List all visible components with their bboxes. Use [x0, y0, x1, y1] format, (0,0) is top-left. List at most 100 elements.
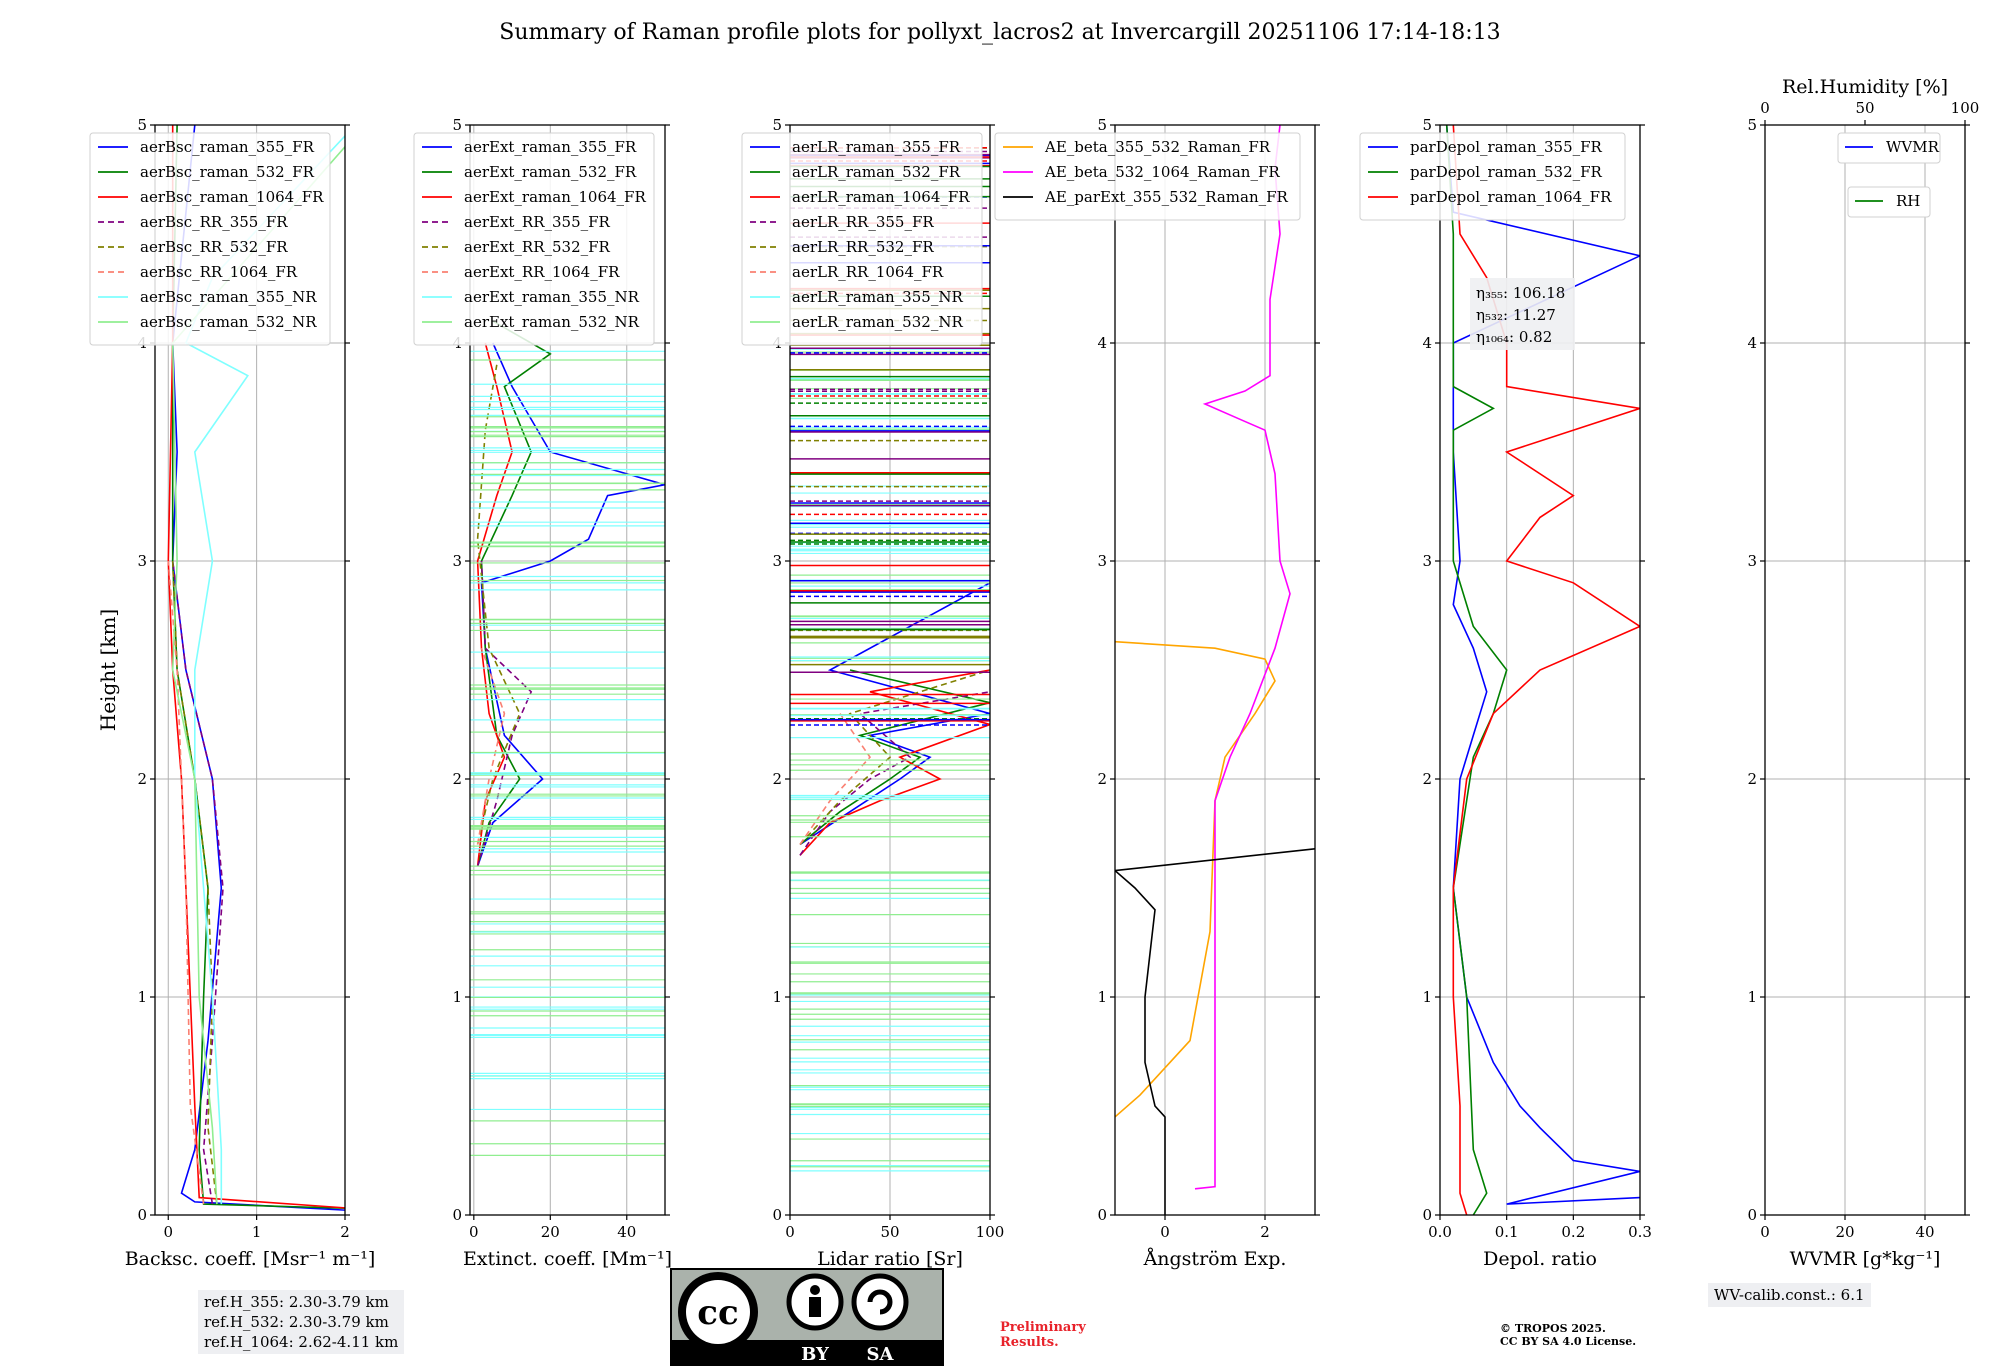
legend: aerLR_raman_355_FR aerLR_raman_532_FR aerL…: [741, 132, 983, 346]
legend-entry: aerBsc_raman_355_FR: [140, 138, 315, 156]
x-tick-label: 20: [1835, 1223, 1854, 1241]
legend-entry: aerBsc_raman_355_NR: [140, 288, 317, 306]
series-parDepol_raman_1064_FR: [1452, 125, 1640, 1215]
series-aerLR_raman_355_FR: [799, 582, 990, 846]
copyright-note: © TROPOS 2025. CC BY SA 4.0 License.: [1500, 1322, 1636, 1348]
y-tick-label: 0: [137, 1206, 147, 1224]
ref-height-355: ref.H_355: 2.30-3.79 km: [204, 1293, 389, 1311]
x-axis-label: Lidar ratio [Sr]: [817, 1248, 963, 1270]
copyright-line-1: © TROPOS 2025.: [1500, 1322, 1606, 1335]
y-tick-label: 2: [1422, 770, 1432, 788]
legend-entry: aerLR_RR_1064_FR: [792, 263, 944, 281]
x2-tick-label: 100: [1951, 99, 1980, 117]
series-aerLR_RR_355_FR: [799, 691, 990, 856]
eta-annotation: η₃₅₅: 106.18 η₅₃₂: 11.27 η₁₀₆₄: 0.82: [1470, 278, 1575, 350]
figure-title: Summary of Raman profile plots for polly…: [499, 20, 1501, 45]
ref-height-1064: ref.H_1064: 2.62-4.11 km: [204, 1333, 399, 1351]
x-tick-label: 2: [340, 1223, 350, 1241]
x-tick-label: 0: [1160, 1223, 1170, 1241]
legend-entry: aerExt_RR_532_FR: [464, 238, 611, 256]
x2-axis-label: Rel.Humidity [%]: [1782, 76, 1948, 98]
x-tick-label: 1: [252, 1223, 262, 1241]
badge-by: BY: [801, 1344, 830, 1365]
x-tick-label: 0: [1760, 1223, 1770, 1241]
y-tick-label: 2: [1747, 770, 1757, 788]
y-tick-label: 5: [772, 116, 782, 134]
legend-entry: aerLR_RR_355_FR: [792, 213, 934, 231]
x-tick-label: 0.1: [1495, 1223, 1519, 1241]
y-tick-label: 2: [452, 770, 462, 788]
series-aerBsc_raman_532_NR: [171, 146, 345, 1205]
legend: AE_beta_355_532_Raman_FR AE_beta_532_1064…: [994, 132, 1301, 221]
preliminary-note: Preliminary Results.: [1000, 1320, 1086, 1350]
x-tick-label: 0.2: [1561, 1223, 1585, 1241]
copyright-line-2: CC BY SA 4.0 License.: [1500, 1335, 1637, 1348]
legend-wvmr: WVMR: [1837, 132, 1941, 164]
y-tick-label: 0: [772, 1206, 782, 1224]
x-axis-label: Backsc. coeff. [Msr⁻¹ m⁻¹]: [125, 1248, 376, 1270]
x-axis-label: WVMR [g*kg⁻¹]: [1790, 1248, 1941, 1270]
legend: aerExt_raman_355_FR aerExt_raman_532_FRae…: [413, 132, 655, 346]
y-tick-label: 1: [452, 988, 462, 1006]
chart-panel-2: 01234502040Extinct. coeff. [Mm⁻¹]aerExt_…: [413, 116, 672, 1270]
legend-entry: AE_parExt_355_532_Raman_FR: [1044, 188, 1289, 206]
y-tick-label: 1: [1747, 988, 1757, 1006]
series-aerLR_raman_1064_FR: [799, 669, 990, 856]
y-tick-label: 4: [1747, 334, 1757, 352]
x-tick-label: 0: [785, 1223, 795, 1241]
series-AE_parExt_355_532_Raman_FR: [1115, 848, 1315, 1215]
y-axis-label: Height [km]: [96, 609, 120, 731]
x-axis-label: Ångström Exp.: [1143, 1248, 1287, 1270]
x-tick-label: 40: [617, 1223, 636, 1241]
y-tick-label: 3: [1422, 552, 1432, 570]
x-tick-label: 0.3: [1628, 1223, 1652, 1241]
y-tick-label: 1: [1097, 988, 1107, 1006]
series-AE_beta_532_1064_Raman_FR: [1194, 125, 1291, 1190]
chart-panel-1: 012345012Backsc. coeff. [Msr⁻¹ m⁻¹]Heigh…: [89, 116, 376, 1270]
y-tick-label: 2: [137, 770, 147, 788]
x-axis-label: Depol. ratio: [1483, 1248, 1597, 1270]
x-tick-label: 0: [469, 1223, 479, 1241]
x-tick-label: 50: [880, 1223, 899, 1241]
legend-rh: RH: [1847, 186, 1931, 218]
legend-entry: AE_beta_355_532_Raman_FR: [1044, 138, 1271, 156]
y-tick-label: 3: [1097, 552, 1107, 570]
y-tick-label: 1: [772, 988, 782, 1006]
series-parDepol_raman_532_FR: [1445, 125, 1508, 1215]
legend-entry: aerLR_raman_355_NR: [792, 288, 963, 306]
legend: parDepol_raman_355_FR parDepol_raman_532_…: [1359, 132, 1626, 221]
series-aerBsc_RR_355_FR: [171, 560, 224, 1205]
chart-panel-3: 012345050100Lidar ratio [Sr]aerLR_raman_…: [741, 116, 1005, 1270]
chart-panel-4: 0 1 2 3 4 5 0 2 Ångström Exp. AE_beta_355_532_Ram…: [994, 116, 1320, 1270]
chart-panel-5: 0 1 2 3 4 5 0.0 0.1 0.2 0.3 Depol. ratio parDepol_r…: [1359, 116, 1652, 1270]
x-axis-label: Extinct. coeff. [Mm⁻¹]: [463, 1248, 672, 1270]
legend-entry: aerExt_raman_532_FR: [464, 163, 637, 181]
legend-entry: aerBsc_raman_532_FR: [140, 163, 315, 181]
legend-entry: aerExt_RR_1064_FR: [464, 263, 620, 281]
legend-entry: aerLR_RR_532_FR: [792, 238, 934, 256]
legend-entry: aerLR_raman_355_FR: [792, 138, 961, 156]
legend-entry: RH: [1896, 192, 1920, 210]
legend-entry: aerExt_raman_532_NR: [464, 313, 640, 331]
series-aerExt_RR_355_FR: [476, 560, 533, 867]
axes-frame: [1114, 124, 1316, 1216]
preliminary-line-2: Results.: [1000, 1335, 1059, 1350]
legend-entry: parDepol_raman_1064_FR: [1410, 188, 1612, 206]
svg-text:cc: cc: [697, 1293, 738, 1333]
x-tick-label: 100: [976, 1223, 1005, 1241]
x-tick-label: 20: [541, 1223, 560, 1241]
y-tick-label: 5: [137, 116, 147, 134]
axes-frame: [469, 124, 666, 1216]
legend-entry: aerLR_raman_532_NR: [792, 313, 963, 331]
badge-sa: SA: [867, 1344, 895, 1365]
y-tick-label: 2: [772, 770, 782, 788]
series-aerLR_RR_1064_FR: [799, 713, 872, 845]
cc-by-sa-badge: cc BY SA: [670, 1268, 944, 1366]
y-tick-label: 5: [452, 116, 462, 134]
y-tick-label: 3: [452, 552, 462, 570]
legend-entry: aerBsc_raman_532_NR: [140, 313, 317, 331]
legend-entry: aerBsc_RR_1064_FR: [140, 263, 298, 281]
legend-entry: parDepol_raman_355_FR: [1410, 138, 1603, 156]
legend: aerBsc_raman_355_FR aerBsc_raman_532_FRae…: [89, 132, 331, 346]
